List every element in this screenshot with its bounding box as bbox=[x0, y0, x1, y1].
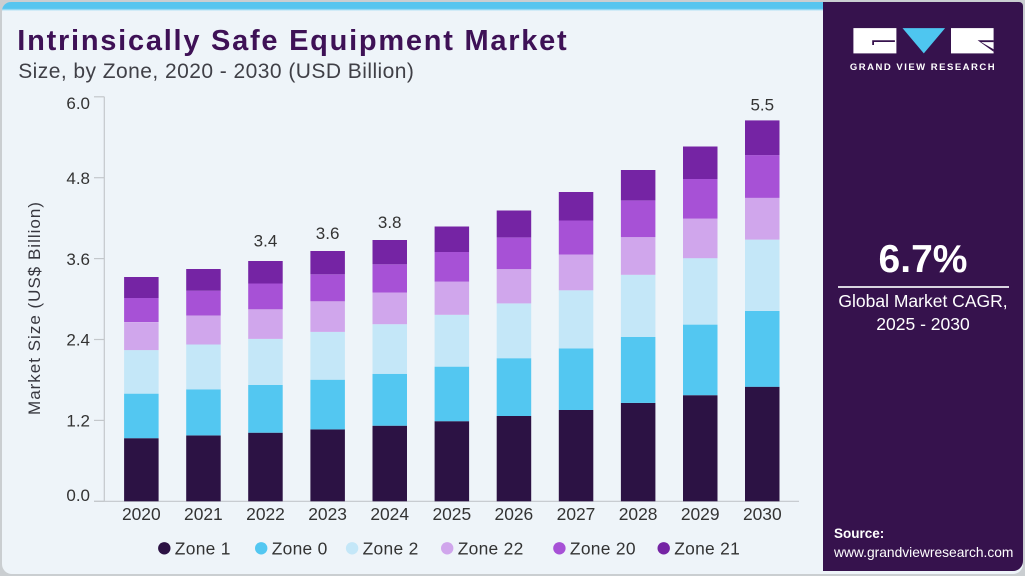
svg-text:2029: 2029 bbox=[681, 504, 720, 524]
svg-text:2.4: 2.4 bbox=[66, 331, 90, 350]
svg-text:2027: 2027 bbox=[557, 504, 596, 524]
svg-text:Zone 21: Zone 21 bbox=[674, 539, 740, 559]
svg-text:4.8: 4.8 bbox=[66, 169, 90, 188]
svg-text:Zone 2: Zone 2 bbox=[363, 539, 419, 559]
svg-text:Zone 1: Zone 1 bbox=[175, 539, 231, 559]
svg-text:2023: 2023 bbox=[308, 504, 347, 524]
svg-text:0.0: 0.0 bbox=[66, 486, 90, 505]
svg-text:1.2: 1.2 bbox=[66, 412, 90, 431]
svg-text:2020: 2020 bbox=[122, 504, 161, 524]
svg-text:2021: 2021 bbox=[184, 504, 223, 524]
svg-text:Market Size (US$ Billion): Market Size (US$ Billion) bbox=[25, 201, 44, 415]
svg-text:3.8: 3.8 bbox=[378, 213, 402, 232]
svg-text:3.4: 3.4 bbox=[254, 232, 278, 251]
svg-text:2022: 2022 bbox=[246, 504, 285, 524]
svg-text:Zone 20: Zone 20 bbox=[570, 539, 636, 559]
svg-text:2028: 2028 bbox=[619, 504, 658, 524]
svg-text:2024: 2024 bbox=[370, 504, 409, 524]
svg-text:2025: 2025 bbox=[432, 504, 471, 524]
svg-text:2030: 2030 bbox=[743, 504, 782, 524]
svg-text:Zone 0: Zone 0 bbox=[272, 539, 328, 559]
svg-text:6.0: 6.0 bbox=[66, 94, 90, 113]
svg-text:3.6: 3.6 bbox=[66, 250, 90, 269]
svg-text:2026: 2026 bbox=[495, 504, 534, 524]
svg-text:5.5: 5.5 bbox=[750, 96, 774, 115]
svg-text:Zone 22: Zone 22 bbox=[458, 539, 524, 559]
svg-text:3.6: 3.6 bbox=[316, 224, 340, 243]
